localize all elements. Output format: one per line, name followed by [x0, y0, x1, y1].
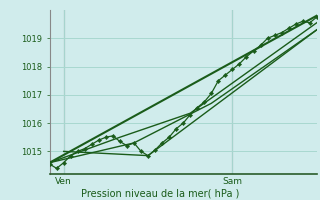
Text: Pression niveau de la mer( hPa ): Pression niveau de la mer( hPa )	[81, 188, 239, 198]
